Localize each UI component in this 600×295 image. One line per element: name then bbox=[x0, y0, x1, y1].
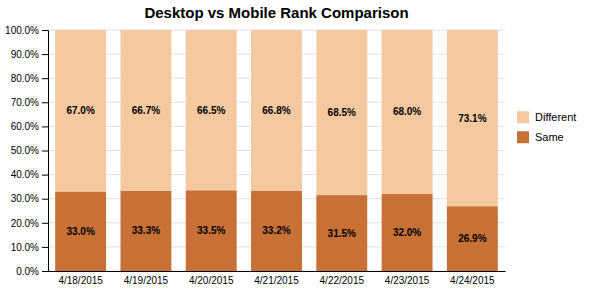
legend-item: Same bbox=[517, 131, 564, 143]
y-axis: 0.0% 10.0% 20.0% 30.0% 40.0% 50.0% 60.0% 70.0% 8… bbox=[5, 25, 48, 277]
data-label: 26.9% bbox=[458, 233, 486, 244]
tick-label: 50.0% bbox=[11, 145, 39, 156]
legend: Different Same bbox=[517, 111, 576, 143]
tick-label: 4/19/2015 bbox=[124, 275, 169, 286]
bar bbox=[55, 30, 106, 191]
tick: 80.0% bbox=[11, 73, 48, 84]
tick-mark bbox=[42, 54, 48, 55]
tick-label: 20.0% bbox=[11, 218, 39, 229]
tick: 50.0% bbox=[11, 145, 48, 156]
bar bbox=[251, 30, 302, 191]
data-label: 68.0% bbox=[393, 106, 421, 117]
bars bbox=[55, 30, 498, 271]
data-label: 33.2% bbox=[262, 225, 290, 236]
tick-label: 70.0% bbox=[11, 97, 39, 108]
legend-swatch bbox=[517, 111, 529, 123]
tick-mark bbox=[42, 151, 48, 152]
tick-label: 80.0% bbox=[11, 73, 39, 84]
tick: 4/22/2015 bbox=[320, 275, 365, 286]
tick-label: 40.0% bbox=[11, 169, 39, 180]
tick: 40.0% bbox=[11, 169, 48, 180]
bar bbox=[55, 191, 106, 271]
tick: 10.0% bbox=[11, 242, 48, 253]
data-label: 66.8% bbox=[262, 105, 290, 116]
legend-label: Same bbox=[535, 131, 564, 143]
tick: 4/24/2015 bbox=[450, 275, 495, 286]
bar bbox=[251, 191, 302, 271]
tick: 30.0% bbox=[11, 193, 48, 204]
bar bbox=[316, 195, 367, 271]
data-label: 73.1% bbox=[458, 113, 486, 124]
legend-label: Different bbox=[535, 111, 576, 123]
tick-label: 4/20/2015 bbox=[189, 275, 234, 286]
tick: 4/23/2015 bbox=[385, 275, 430, 286]
tick-mark bbox=[42, 247, 48, 248]
data-label: 66.5% bbox=[197, 105, 225, 116]
tick-mark bbox=[42, 223, 48, 224]
tick-mark bbox=[42, 78, 48, 79]
tick-label: 4/24/2015 bbox=[450, 275, 495, 286]
tick-label: 0.0% bbox=[16, 266, 39, 277]
tick-mark bbox=[42, 199, 48, 200]
tick-label: 10.0% bbox=[11, 242, 39, 253]
tick: 4/19/2015 bbox=[124, 275, 169, 286]
axis-line bbox=[49, 271, 506, 272]
axis-line bbox=[42, 31, 49, 272]
data-label: 33.0% bbox=[66, 226, 94, 237]
tick-label: 100.0% bbox=[5, 25, 39, 36]
data-label: 66.7% bbox=[132, 105, 160, 116]
bar bbox=[186, 30, 237, 190]
tick-label: 4/22/2015 bbox=[320, 275, 365, 286]
tick-label: 90.0% bbox=[11, 49, 39, 60]
tick: 0.0% bbox=[16, 266, 48, 277]
tick-label: 4/18/2015 bbox=[58, 275, 103, 286]
x-axis: 4/18/2015 4/19/2015 4/20/2015 4/21/2015 4/22… bbox=[49, 272, 506, 287]
legend-swatch bbox=[517, 131, 529, 143]
tick: 70.0% bbox=[11, 97, 48, 108]
bar bbox=[186, 190, 237, 271]
data-label: 68.5% bbox=[328, 107, 356, 118]
legend-item: Different bbox=[517, 111, 576, 123]
tick: 90.0% bbox=[11, 49, 48, 60]
bar bbox=[447, 30, 498, 206]
tick-mark bbox=[42, 126, 48, 127]
data-labels: 33.0% 33.3% 33.5% 33.2% 31.5% 32.0% 26.9% 67.0%… bbox=[66, 105, 486, 244]
tick-label: 60.0% bbox=[11, 121, 39, 132]
bar bbox=[382, 194, 433, 271]
grid bbox=[48, 30, 505, 271]
data-label: 31.5% bbox=[328, 228, 356, 239]
plot: 33.0% 33.3% 33.5% 33.2% 31.5% 32.0% 26.9% 67.0%… bbox=[5, 25, 505, 286]
tick-mark bbox=[42, 271, 48, 272]
tick: 60.0% bbox=[11, 121, 48, 132]
data-label: 33.5% bbox=[197, 225, 225, 236]
bar bbox=[382, 30, 433, 194]
bar bbox=[316, 30, 367, 195]
chart: Desktop vs Mobile Rank Comparison33.0%33… bbox=[0, 0, 600, 295]
tick: 4/21/2015 bbox=[254, 275, 299, 286]
tick-label: 4/23/2015 bbox=[385, 275, 430, 286]
tick: 20.0% bbox=[11, 218, 48, 229]
tick: 100.0% bbox=[5, 25, 48, 36]
data-label: 32.0% bbox=[393, 227, 421, 238]
tick: 4/20/2015 bbox=[189, 275, 234, 286]
data-label: 67.0% bbox=[66, 105, 94, 116]
tick-mark bbox=[42, 30, 48, 31]
data-label: 33.3% bbox=[132, 225, 160, 236]
tick-label: 30.0% bbox=[11, 193, 39, 204]
tick: 4/18/2015 bbox=[58, 275, 103, 286]
bar bbox=[120, 30, 171, 191]
tick-mark bbox=[42, 102, 48, 103]
tick-mark bbox=[42, 175, 48, 176]
title: Desktop vs Mobile Rank Comparison bbox=[144, 4, 408, 21]
bar bbox=[447, 206, 498, 271]
bar bbox=[120, 191, 171, 271]
tick-label: 4/21/2015 bbox=[254, 275, 299, 286]
